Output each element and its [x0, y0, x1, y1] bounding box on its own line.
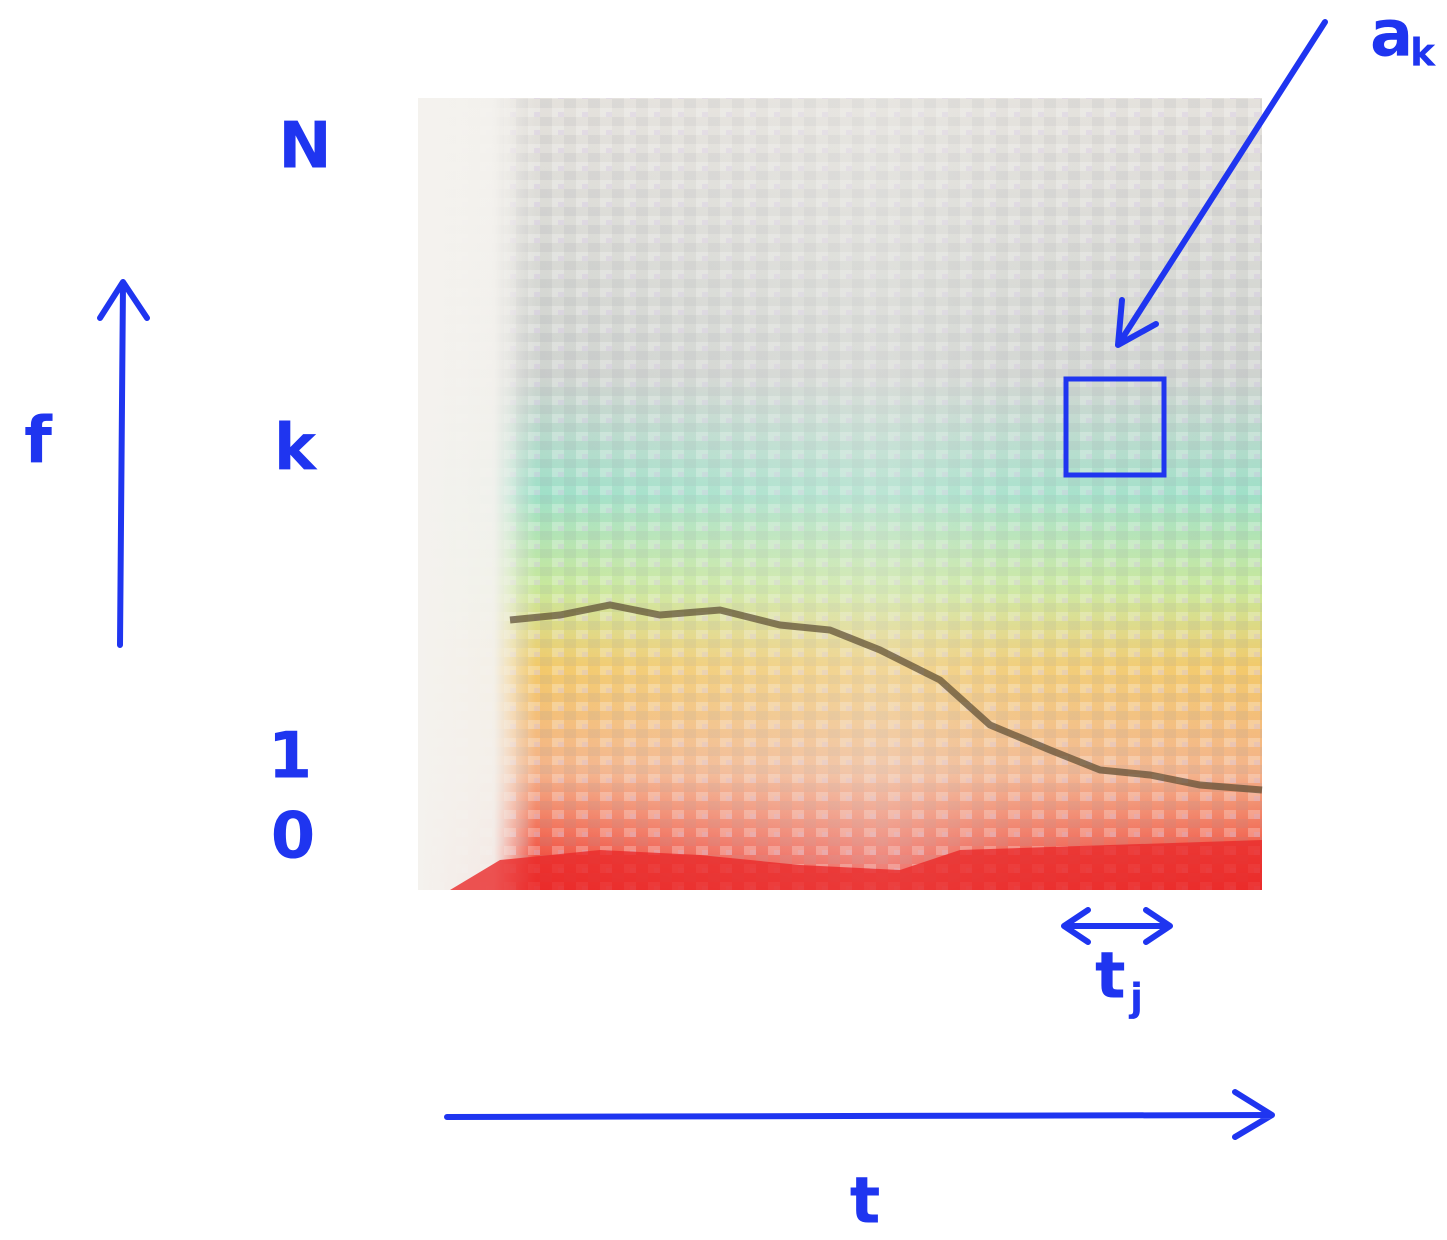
frequency-label: f: [24, 405, 53, 479]
time-step-arrow: [1064, 910, 1170, 942]
coefficient-subscript: k: [1410, 31, 1436, 75]
bin-label: k: [274, 412, 318, 486]
time-step-base: t: [1095, 940, 1126, 1014]
bin-label: 0: [271, 800, 316, 874]
bin-label: N: [278, 110, 332, 184]
spectrogram: [418, 98, 1262, 890]
time-step-subscript: j: [1128, 976, 1143, 1020]
page: {"axis_labels": {"frequency": "f", "time…: [0, 0, 1447, 1240]
time-arrow: [447, 1092, 1272, 1137]
diagram: f t N k 1 0 a k t j: [0, 0, 1447, 1240]
frequency-arrow: [100, 282, 147, 645]
bin-label: 1: [268, 720, 313, 794]
time-label: t: [850, 1165, 881, 1239]
coefficient-base: a: [1370, 0, 1413, 72]
